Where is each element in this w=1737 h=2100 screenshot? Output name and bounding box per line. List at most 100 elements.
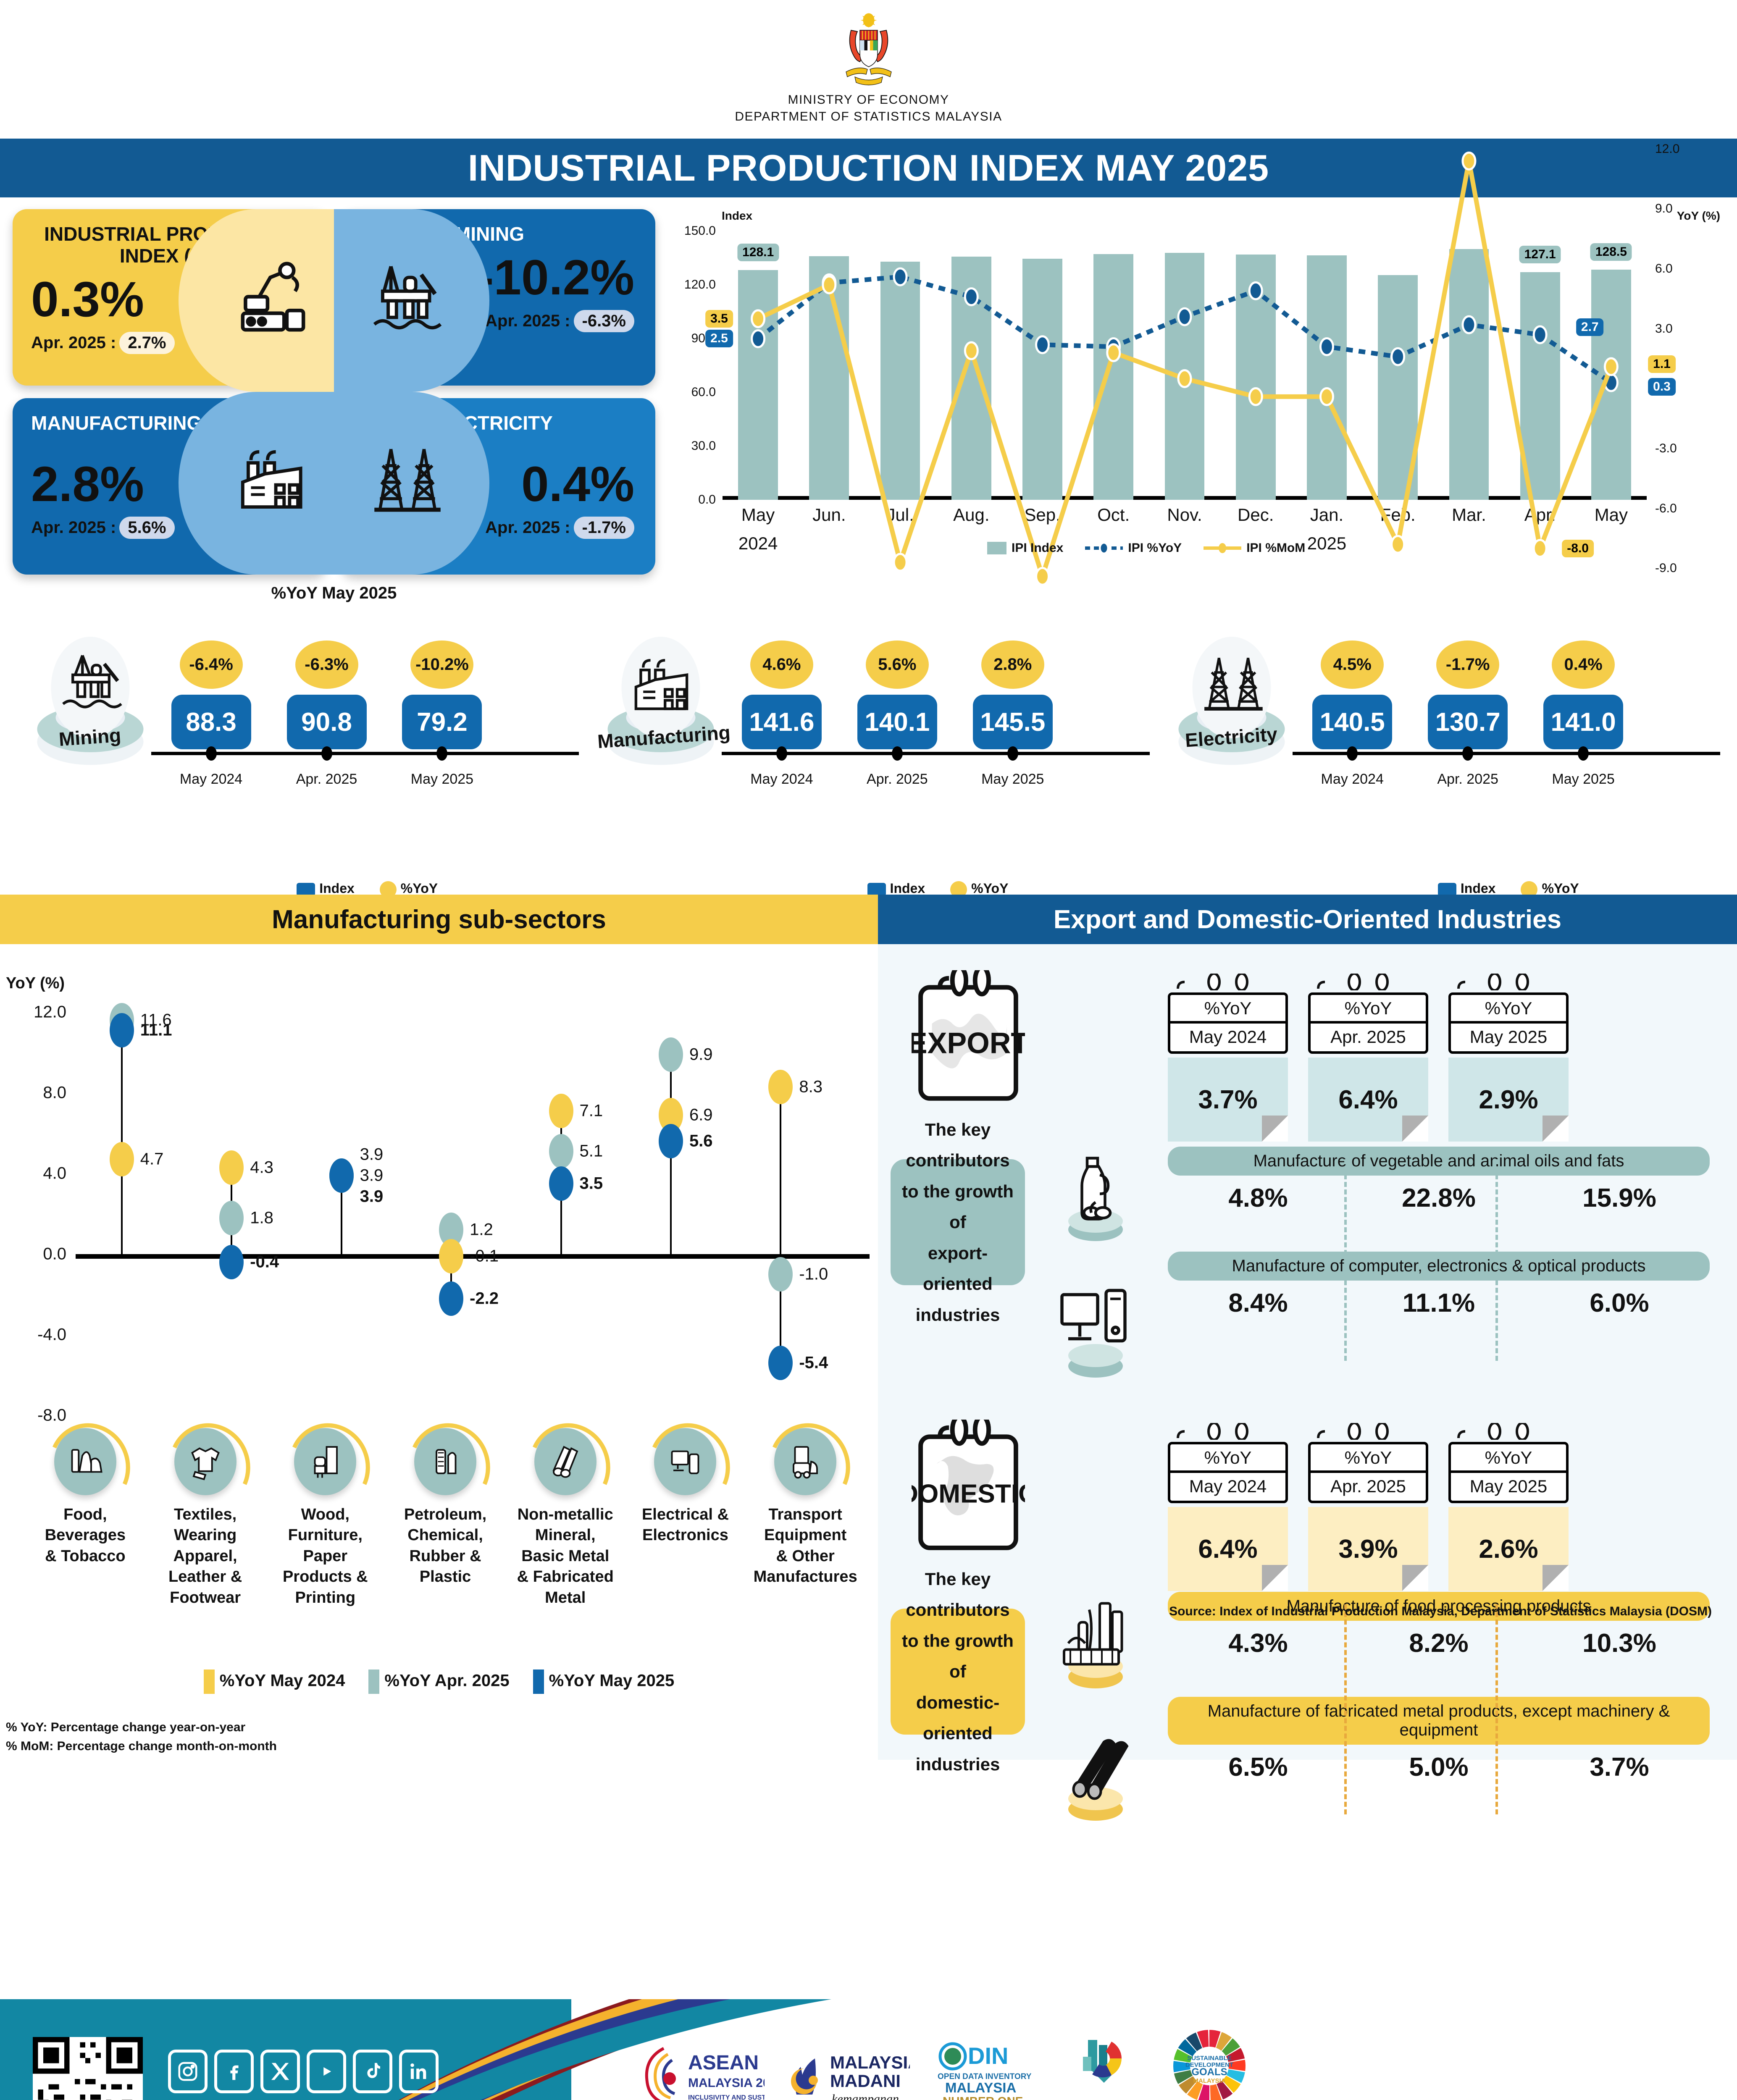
contributor-name: Manufacture of food processing products	[1168, 1592, 1710, 1621]
chart-xtick: Sep.	[1024, 505, 1061, 525]
chart-xtick: Jan.	[1310, 505, 1344, 525]
subsectors-point	[329, 1158, 354, 1193]
calendar-yoy-tag: %YoY	[1170, 1444, 1285, 1473]
kpi-caption: %YoY May 2025	[271, 584, 397, 602]
subsectors-point	[768, 1257, 793, 1292]
chart-bar	[1591, 269, 1631, 500]
sector-timeline	[151, 752, 579, 755]
chart-y2tick: 9.0	[1655, 202, 1673, 216]
chart-bar	[1520, 272, 1560, 500]
sector-timeline-dot	[1347, 746, 1358, 761]
masthead: MINISTRY OF ECONOMY DEPARTMENT OF STATIS…	[0, 0, 1737, 139]
subsectors-stem	[340, 1175, 342, 1254]
malaysia-madani-logo: MALAYSIA MADANI kemampanan	[788, 2036, 920, 2100]
social-icons-row[interactable]	[168, 2050, 439, 2093]
calendar-rings-icon	[1317, 972, 1389, 992]
chart-bar	[1235, 254, 1276, 500]
export-domestic-panel: Export and Domestic-Oriented Industries …	[878, 895, 1737, 1821]
chart-xtick: Dec.	[1238, 505, 1274, 525]
page-title-bar: INDUSTRIAL PRODUCTION INDEX MAY 2025	[0, 139, 1737, 197]
chart-point-label: -8.0	[1562, 539, 1594, 557]
legend-swatch-bar	[987, 542, 1006, 554]
subsectors-point	[549, 1166, 573, 1201]
kpi-mining-value: -10.2%	[477, 249, 634, 305]
subsector-item: Textiles, Wearing Apparel, Leather & Footwea…	[145, 1428, 265, 1608]
contributor-name: Manufacture of fabricated metal products…	[1168, 1697, 1710, 1745]
kpi-electricity-prev-value: -1.7%	[573, 516, 634, 539]
sector-timeline-dot	[1007, 746, 1018, 761]
subsectors-stem	[780, 1087, 782, 1363]
subsectors-legend-item: %YoY May 2024	[203, 1670, 345, 1694]
domestic-headline-row: 6.4% 3.9% 2.6%	[1168, 1507, 1569, 1591]
sector-period-column: 4.5% 140.5 May 2024	[1312, 640, 1393, 788]
subsectors-point-label: 3.9	[360, 1166, 384, 1185]
contributor-value: 8.4%	[1228, 1289, 1288, 1318]
headline-yoy-note: 2.6%	[1448, 1507, 1569, 1591]
kpi-ipi-value: 0.3%	[31, 271, 144, 327]
chart-xtick: Apr.	[1524, 505, 1556, 525]
chart-plot-area: 0.030.060.090.0120.0150.0-9.0-6.0-3.00.0…	[684, 142, 1679, 586]
madani-l3: kemampanan	[832, 2092, 899, 2100]
sector-yoy-badge: 2.8%	[981, 640, 1044, 689]
legend-item-ipi-yoy: IPI %YoY	[1085, 541, 1182, 555]
svg-text:MALAYSIA: MALAYSIA	[945, 2080, 1016, 2095]
kpi-ipi-prev-label: Apr. 2025 :	[31, 333, 116, 352]
export-domestic-heading: Export and Domestic-Oriented Industries	[1053, 905, 1562, 934]
calendar-period: May 2024	[1189, 1476, 1267, 1496]
kpi-card-ipi: INDUSTRIAL PRODUCTION INDEX (IPI) 0.3% A…	[13, 209, 328, 386]
subsectors-point-label: -1.0	[799, 1265, 828, 1284]
chart-bar	[951, 256, 991, 500]
qr-code-icon[interactable]	[33, 2037, 143, 2100]
domestic-key-contributors-box: The key contributors to the growth of dome…	[891, 1569, 1025, 1774]
chart-xtick: Aug.	[953, 505, 990, 525]
sector-index-badge: 140.1	[857, 695, 937, 749]
facebook-icon[interactable]	[214, 2050, 254, 2093]
calendar-period: Apr. 2025	[1330, 1027, 1406, 1047]
domestic-divider-2	[1495, 1604, 1498, 1814]
x-icon[interactable]	[260, 2050, 300, 2093]
chart-point-label: 2.5	[705, 330, 733, 348]
chart-point-label: 127.1	[1519, 245, 1561, 263]
period-calendar: %YoY May 2024	[1168, 972, 1288, 1054]
cooking-oil-icon	[1068, 1157, 1123, 1241]
youtube-icon[interactable]	[307, 2050, 346, 2093]
sector-period-label: May 2024	[1321, 771, 1384, 787]
linkedin-icon[interactable]	[399, 2050, 439, 2093]
ministry-line-2: DEPARTMENT OF STATISTICS MALAYSIA	[735, 109, 1002, 123]
domestic-clipboard-icon: DOMESTIC	[912, 1420, 1025, 1550]
ipi-timeseries-chart: Index YoY (%) 0.0 30.0 60.0 90.0 120.0 150.0-…	[668, 142, 1724, 626]
svg-text:SUSTAINABLE: SUSTAINABLE	[1187, 2055, 1232, 2062]
chart-xtick: Nov.	[1167, 505, 1202, 525]
export-headline-row: 3.7% 6.4% 2.9%	[1168, 1058, 1569, 1142]
contributor-name: Manufacture of computer, electronics & o…	[1168, 1252, 1710, 1281]
sector-yoy-badge: 4.5%	[1321, 640, 1384, 689]
subsectors-icon-row: Food, Beverages & Tobacco Textiles, Wearing A…	[25, 1428, 865, 1608]
chart-y2tick: -3.0	[1655, 441, 1677, 455]
sector-legend-yoy: %YoY	[379, 881, 438, 898]
sector-period-column: 2.8% 145.5 May 2025	[972, 640, 1053, 788]
subsectors-legend-item: %YoY Apr. 2025	[368, 1670, 510, 1694]
legend-item-ipi-index: IPI Index	[987, 541, 1063, 555]
contributor-value: 10.3%	[1582, 1629, 1656, 1658]
sdg-malaysia-logo: SUSTAINABLE DEVELOPMENT GOALS MALAYSIA 2…	[1165, 2027, 1253, 2100]
subsectors-point	[768, 1069, 793, 1104]
subsectors-legend-item: %YoY May 2025	[533, 1670, 674, 1694]
legend-item-ipi-mom: IPI %MoM	[1204, 541, 1305, 555]
madani-l2: MADANI	[830, 2071, 901, 2091]
calendar-rings-icon	[1457, 972, 1529, 992]
calendar-yoy-tag: %YoY	[1170, 995, 1285, 1024]
sector-timeline-dot	[436, 746, 448, 761]
legend-label-ipi-yoy: IPI %YoY	[1128, 541, 1182, 555]
subsectors-ytick: -8.0	[37, 1406, 66, 1425]
export-divider-1	[1344, 1159, 1347, 1361]
chart-point-label: 128.1	[737, 244, 779, 262]
electronics-icon	[654, 1428, 717, 1495]
tiktok-icon[interactable]	[353, 2050, 392, 2093]
instagram-icon[interactable]	[168, 2050, 208, 2093]
subsectors-point	[768, 1346, 793, 1381]
sector-period-column: 5.6% 140.1 Apr. 2025	[857, 640, 937, 788]
chart-bar	[809, 256, 849, 500]
subsector-label: Non-metallic Mineral, Basic Metal & Fabrica…	[517, 1506, 614, 1606]
kpi-ipi-prev-value: 2.7%	[119, 331, 175, 354]
sector-timeline-dot	[776, 746, 787, 761]
